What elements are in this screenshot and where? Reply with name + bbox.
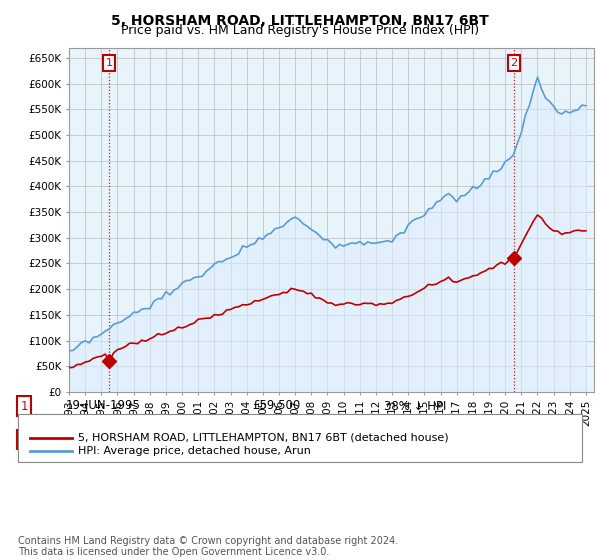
Text: 17-JUL-2020: 17-JUL-2020: [66, 433, 138, 446]
Text: 2: 2: [511, 58, 517, 68]
Text: 43% ↓ HPI: 43% ↓ HPI: [384, 433, 446, 446]
Text: Price paid vs. HM Land Registry's House Price Index (HPI): Price paid vs. HM Land Registry's House …: [121, 24, 479, 37]
Text: HPI: Average price, detached house, Arun: HPI: Average price, detached house, Arun: [78, 446, 311, 456]
Text: £260,000: £260,000: [252, 433, 308, 446]
Text: Contains HM Land Registry data © Crown copyright and database right 2024.
This d: Contains HM Land Registry data © Crown c…: [18, 535, 398, 557]
Text: 38% ↓ HPI: 38% ↓ HPI: [384, 399, 446, 413]
Text: 5, HORSHAM ROAD, LITTLEHAMPTON, BN17 6BT (detached house): 5, HORSHAM ROAD, LITTLEHAMPTON, BN17 6BT…: [78, 433, 449, 443]
Text: £59,500: £59,500: [252, 399, 300, 413]
Text: 1: 1: [20, 399, 28, 413]
Text: 5, HORSHAM ROAD, LITTLEHAMPTON, BN17 6BT: 5, HORSHAM ROAD, LITTLEHAMPTON, BN17 6BT: [111, 14, 489, 28]
Text: 19-JUN-1995: 19-JUN-1995: [66, 399, 141, 413]
Text: 2: 2: [20, 433, 28, 446]
Text: 1: 1: [106, 58, 112, 68]
